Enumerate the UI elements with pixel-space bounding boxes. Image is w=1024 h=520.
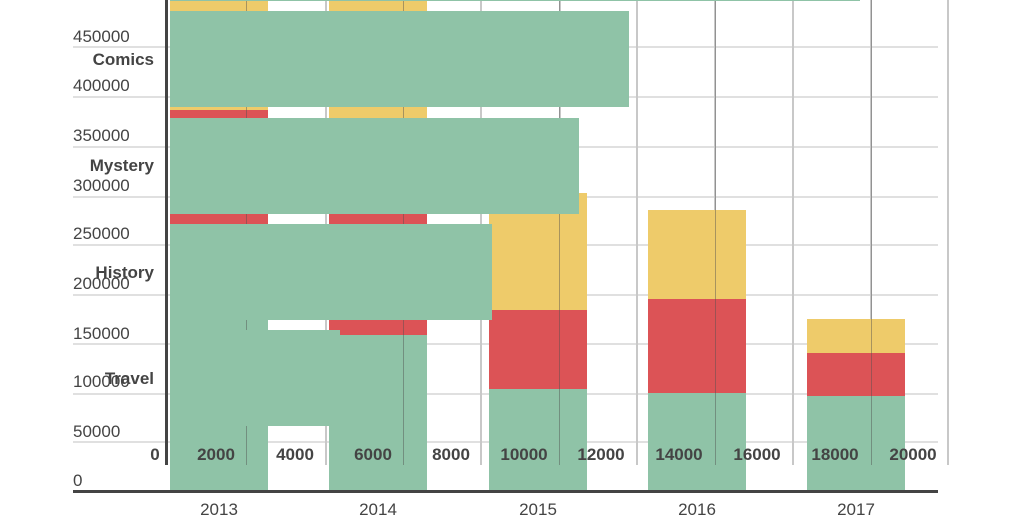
category-label-comics: Comics (92, 50, 154, 69)
xtick-h-14000: 14000 (655, 445, 703, 464)
xtick-h-6000: 6000 (354, 445, 392, 464)
xtick-h-12000: 12000 (577, 445, 625, 464)
hbar-mystery[interactable] (170, 118, 579, 214)
vgrid-overlay-12000 (559, 0, 560, 465)
bar-2017-green[interactable] (807, 396, 905, 492)
category-label-travel: Travel (104, 369, 154, 388)
bar-2016-red[interactable] (648, 299, 746, 393)
x-axis-baseline (73, 490, 938, 493)
xtick-h-0: 0 (150, 445, 160, 464)
bar-2014-green[interactable] (329, 335, 427, 492)
xtick-year-2013: 2013 (200, 500, 238, 519)
xtick-year-2015: 2015 (519, 500, 557, 519)
bar-2016-yellow[interactable] (648, 210, 746, 299)
hbar-comics[interactable] (170, 11, 629, 107)
bar-2016-green[interactable] (648, 393, 746, 492)
vgrid-18000 (870, 0, 872, 465)
hbar-travel[interactable] (170, 330, 340, 426)
xtick-year-2016: 2016 (678, 500, 716, 519)
xtick-h-10000: 10000 (500, 445, 548, 464)
xtick-h-18000: 18000 (811, 445, 859, 464)
bar-2015-green[interactable] (489, 389, 587, 492)
xtick-h-20000: 20000 (889, 445, 937, 464)
vgrid-overlay-14000 (715, 0, 716, 465)
ytick-250000: 250000 (73, 224, 130, 243)
ytick-50000: 50000 (73, 422, 121, 441)
bar-2015-red[interactable] (489, 310, 587, 389)
hbar-history[interactable] (170, 224, 492, 320)
ytick-450000: 450000 (73, 27, 130, 46)
xtick-year-2014: 2014 (359, 500, 397, 519)
ytick-200000: 200000 (73, 274, 130, 293)
vgrid-16000 (792, 0, 794, 465)
ytick-350000: 350000 (73, 126, 130, 145)
y-axis-line (165, 0, 168, 465)
bar-2017-yellow[interactable] (807, 319, 905, 353)
category-label-history: History (95, 263, 154, 282)
ytick-100000: 100000 (73, 372, 130, 391)
ytick-150000: 150000 (73, 324, 130, 343)
vgrid-12000 (636, 0, 638, 465)
category-label-mystery: Mystery (89, 156, 154, 175)
bar-2017-red[interactable] (807, 353, 905, 396)
xtick-h-2000: 2000 (197, 445, 235, 464)
xtick-h-4000: 4000 (276, 445, 314, 464)
xtick-h-8000: 8000 (432, 445, 470, 464)
xtick-h-16000: 16000 (733, 445, 781, 464)
xtick-year-2017: 2017 (837, 500, 875, 519)
ytick-400000: 400000 (73, 76, 130, 95)
ytick-0: 0 (73, 471, 83, 490)
hbar-partial-top[interactable] (170, 0, 860, 1)
vgrid-20000 (947, 0, 949, 465)
vgrid-overlay-18000 (871, 0, 872, 465)
ytick-300000: 300000 (73, 176, 130, 195)
